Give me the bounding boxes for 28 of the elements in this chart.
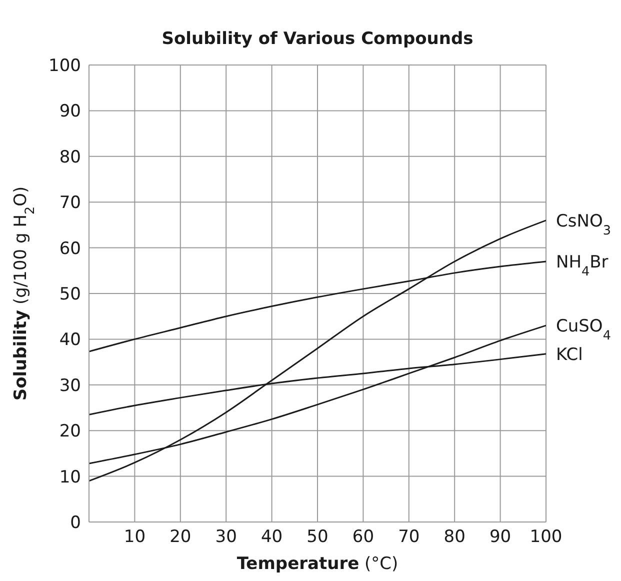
x-tick-label: 50 <box>306 527 328 548</box>
x-tick-label: 70 <box>398 527 420 548</box>
series-label: KCl <box>556 344 583 365</box>
x-tick-label: 20 <box>170 527 192 548</box>
y-tick-label: 70 <box>59 193 81 214</box>
y-tick-label: 20 <box>59 422 81 442</box>
y-tick-label: 40 <box>59 330 81 350</box>
x-tick-label: 10 <box>124 527 146 548</box>
series-label: CsNO$_{3}$ <box>556 211 611 238</box>
series-label: NH$_{4}$Br <box>556 252 608 280</box>
y-tick-label: 80 <box>59 147 81 168</box>
y-tick-label: 90 <box>59 102 81 122</box>
x-tick-label: 40 <box>260 527 283 548</box>
x-axis-title: Temperature (°C) <box>236 554 398 574</box>
y-tick-label: 10 <box>59 467 81 488</box>
y-tick-label: 50 <box>59 284 81 305</box>
y-tick-label: 30 <box>59 376 81 396</box>
series-label: CuSO$_{4}$ <box>556 316 611 343</box>
y-tick-label: 100 <box>48 56 81 76</box>
x-tick-label: 100 <box>530 527 562 548</box>
x-tick-label: 90 <box>489 527 512 548</box>
x-tick-label: 80 <box>444 527 466 548</box>
chart-title: Solubility of Various Compounds <box>162 29 474 49</box>
x-tick-label: 60 <box>352 527 374 548</box>
line-series <box>89 220 546 482</box>
y-tick-label: 0 <box>70 513 81 534</box>
x-tick-label: 30 <box>215 527 237 548</box>
y-tick-label: 60 <box>59 238 81 259</box>
